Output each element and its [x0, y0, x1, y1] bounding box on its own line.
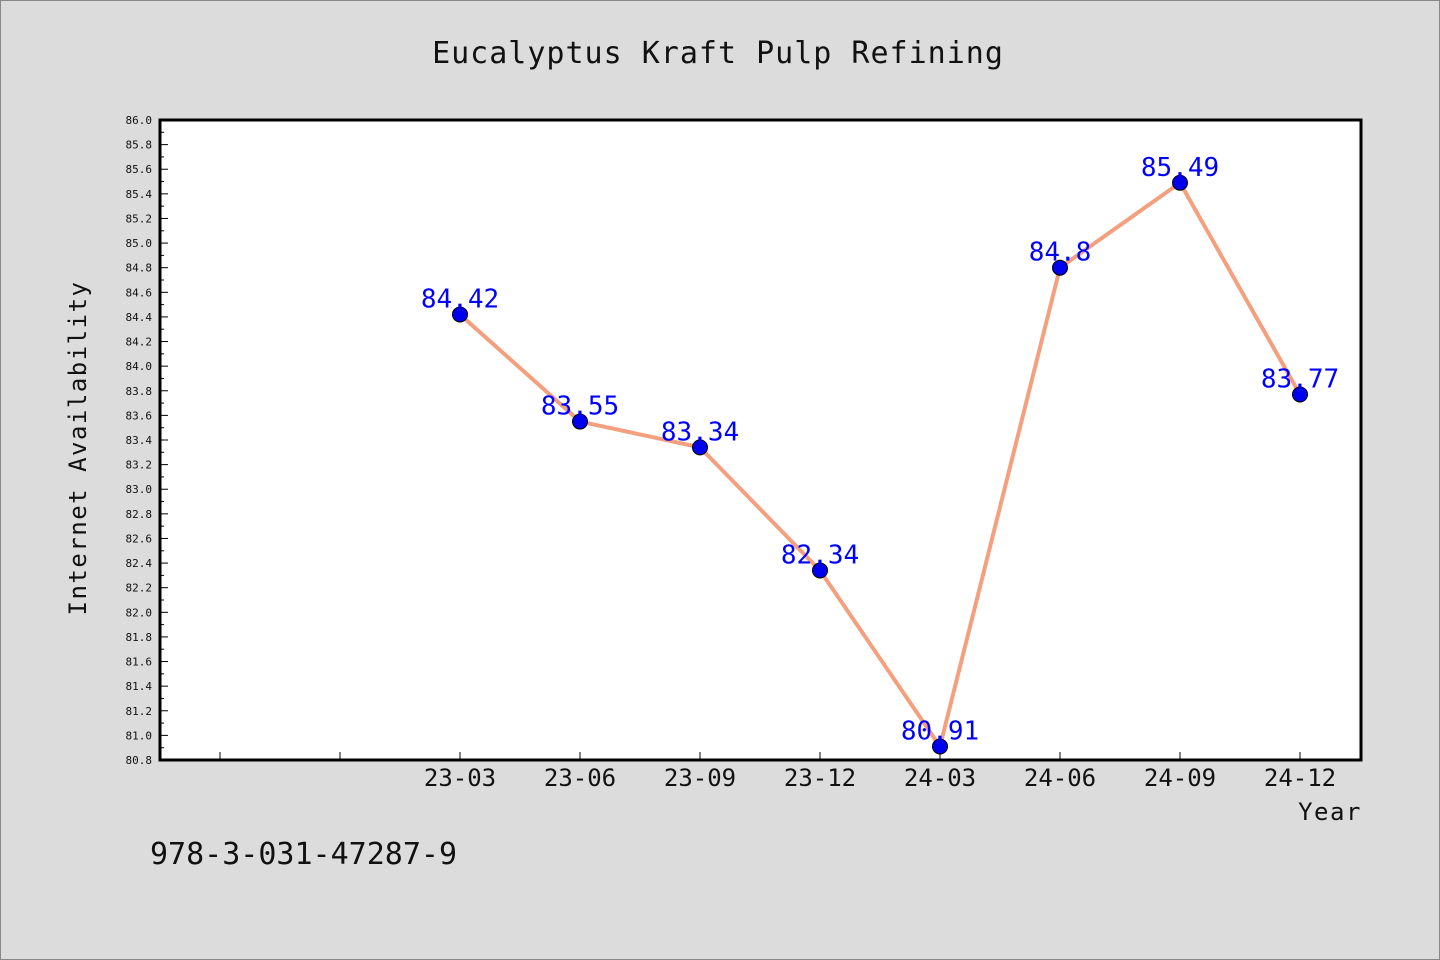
data-point — [452, 306, 468, 323]
y-tick-label: 85.2 — [126, 212, 153, 225]
y-tick-label: 85.6 — [126, 163, 153, 176]
data-point — [692, 439, 708, 456]
y-tick-label: 84.2 — [126, 336, 153, 349]
data-point — [1292, 386, 1308, 403]
y-tick-label: 85.0 — [126, 237, 153, 250]
chart-title: Eucalyptus Kraft Pulp Refining — [432, 36, 1004, 71]
y-tick-label: 82.8 — [126, 508, 153, 521]
y-tick-label: 84.8 — [126, 262, 153, 275]
x-tick-label: 23-09 — [664, 764, 736, 792]
y-tick-label: 82.0 — [126, 606, 153, 619]
x-tick-label: 24-03 — [904, 764, 976, 792]
y-tick-label: 81.8 — [126, 631, 153, 644]
data-point — [1052, 259, 1068, 276]
x-axis-label: Year — [1298, 798, 1362, 826]
data-label: 83.34 — [661, 417, 739, 447]
x-axis: 23-03 23-06 23-09 23-12 24-03 24-06 24-09 24-12 — [219, 752, 1336, 792]
data-point — [1172, 174, 1188, 191]
series-line — [458, 180, 1302, 749]
y-tick-label: 81.2 — [126, 705, 153, 718]
y-tick-label: 83.2 — [126, 459, 153, 472]
x-tick-label: 24-06 — [1024, 764, 1096, 792]
y-tick-label: 84.0 — [126, 360, 153, 373]
data-label: 84.42 — [421, 284, 499, 314]
data-label: 83.55 — [541, 392, 619, 422]
y-tick-label: 82.4 — [126, 557, 153, 570]
y-tick-label: 81.6 — [126, 656, 153, 669]
data-point — [932, 738, 948, 755]
y-axis-label: Internet Availability — [64, 281, 92, 616]
data-label: 80.91 — [901, 716, 979, 746]
plot-area — [158, 118, 1363, 762]
data-label: 84.8 — [1029, 238, 1092, 268]
x-tick-label: 24-09 — [1144, 764, 1216, 792]
footer-code: 978-3-031-47287-9 — [150, 837, 457, 872]
x-tick-label: 23-06 — [544, 764, 616, 792]
y-tick-label: 85.8 — [126, 139, 153, 152]
x-tick-label: 23-12 — [784, 764, 856, 792]
y-tick-label: 81.0 — [126, 729, 153, 742]
data-point — [572, 413, 588, 430]
x-tick-label: 24-12 — [1264, 764, 1336, 792]
x-tick-label: 23-03 — [424, 764, 496, 792]
data-point — [812, 562, 828, 579]
y-tick-label: 84.4 — [126, 311, 153, 324]
y-tick-label: 80.8 — [126, 754, 153, 767]
y-tick-label: 83.0 — [126, 483, 153, 496]
y-tick-label: 83.6 — [126, 409, 153, 422]
data-label: 82.34 — [781, 540, 859, 570]
data-label: 83.77 — [1261, 364, 1339, 394]
series-markers — [452, 174, 1308, 755]
y-axis: 80.8 81.0 81.2 81.4 81.6 81.8 82.0 82.2 82.4 82.6… — [126, 114, 168, 767]
y-tick-label: 82.2 — [126, 582, 153, 595]
data-label: 85.49 — [1141, 153, 1219, 183]
y-tick-label: 84.6 — [126, 286, 153, 299]
y-tick-label: 82.6 — [126, 532, 153, 545]
y-tick-label: 83.4 — [126, 434, 153, 447]
y-tick-label: 86.0 — [126, 114, 153, 127]
y-tick-label: 83.8 — [126, 385, 153, 398]
y-tick-label: 85.4 — [126, 188, 153, 201]
y-tick-label: 81.4 — [126, 680, 153, 693]
data-labels: 84.42 83.55 83.34 82.34 80.91 84.8 85.49 83.77 — [421, 153, 1339, 747]
